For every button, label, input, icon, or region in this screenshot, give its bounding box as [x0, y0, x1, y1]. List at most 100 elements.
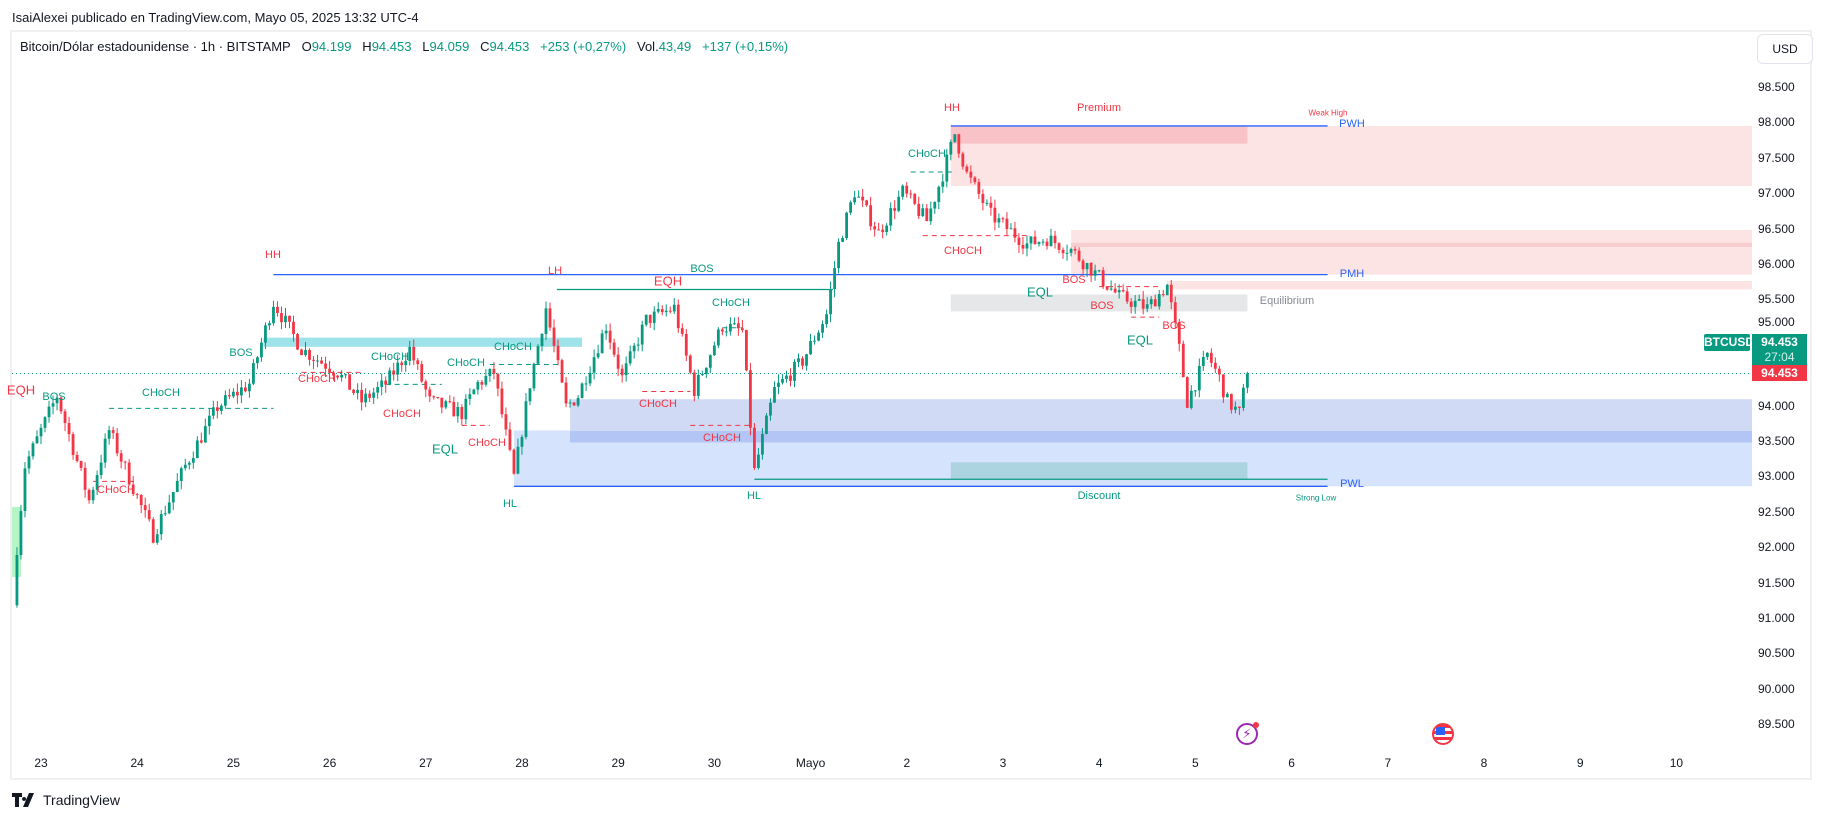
- candle-body: [1125, 291, 1129, 302]
- candle-body: [272, 306, 275, 324]
- time-tick-label: 27: [419, 756, 433, 770]
- candle-body: [248, 383, 251, 392]
- candle-body: [51, 403, 55, 407]
- candle-body: [1001, 218, 1005, 220]
- time-tick-label: 26: [322, 756, 337, 770]
- chart-annotation-eql: EQL: [1026, 284, 1054, 300]
- candle-body: [941, 181, 945, 187]
- symbol-title[interactable]: Bitcoin/Dólar estadounidense · 1h · BITS…: [20, 39, 291, 54]
- chart-annotation-pwh: PWH: [1339, 118, 1365, 130]
- low-label: L: [422, 39, 430, 54]
- candle-body: [264, 325, 267, 343]
- time-tick-label: 23: [34, 756, 48, 770]
- candle-body: [1145, 304, 1149, 309]
- candle-body: [660, 309, 664, 313]
- candle-body: [845, 212, 849, 239]
- candle-body: [925, 208, 929, 222]
- currency-button[interactable]: USD: [1757, 34, 1813, 64]
- candle-body: [392, 370, 396, 375]
- time-tick-label: 29: [611, 756, 625, 770]
- chart-annotation-pmh: PMH: [1339, 268, 1365, 280]
- candle-body: [720, 329, 724, 332]
- candle-body: [873, 226, 877, 230]
- time-tick-label: 24: [130, 756, 144, 770]
- tradingview-logo[interactable]: TradingView: [12, 792, 120, 808]
- bid-price-label: 94.453: [1752, 365, 1807, 381]
- lightning-event-icon[interactable]: ⚡: [1236, 722, 1259, 745]
- candle-body: [945, 154, 949, 182]
- candle-body: [464, 398, 468, 420]
- candle-body: [496, 373, 500, 389]
- price-tick-label: 94.000: [1758, 398, 1795, 413]
- candle-body: [175, 480, 179, 492]
- candle-body: [793, 361, 796, 381]
- low-value: 94.059: [429, 39, 470, 54]
- candle-body: [207, 415, 211, 427]
- candle-body: [440, 397, 444, 408]
- chart-annotation-bos: BOS: [42, 391, 66, 403]
- candle-body: [292, 321, 295, 335]
- chart-annotation-bos: BOS: [1162, 320, 1186, 332]
- candle-body: [837, 241, 840, 269]
- candle-body: [452, 401, 456, 417]
- candle-body: [123, 461, 127, 463]
- publisher-line: IsaiAlexei publicado en TradingView.com,…: [12, 10, 419, 25]
- candle-body: [712, 345, 716, 356]
- candle-body: [1169, 284, 1173, 303]
- candle-body: [163, 513, 167, 515]
- candle-body: [191, 458, 195, 463]
- price-tick-label: 95.500: [1758, 292, 1795, 307]
- candle-body: [817, 332, 820, 341]
- candle-body: [1225, 393, 1229, 398]
- candle-body: [444, 401, 448, 408]
- candle-body: [732, 323, 736, 325]
- candle-body: [1077, 250, 1081, 261]
- candle-body: [1129, 301, 1133, 307]
- candle-body: [500, 388, 504, 415]
- candle-body: [43, 417, 47, 428]
- chart-annotation-choch: CHoCH: [712, 297, 750, 309]
- price-tick-label: 90.500: [1758, 646, 1795, 661]
- chart-annotation-premium: Premium: [1076, 102, 1122, 114]
- candle-body: [404, 360, 408, 366]
- candle-body: [977, 182, 981, 194]
- candle-body: [973, 177, 977, 183]
- candle-body: [252, 363, 255, 384]
- candle-body: [131, 484, 135, 495]
- candle-body: [436, 396, 440, 398]
- high-label: H: [362, 39, 372, 54]
- candle-body: [1005, 218, 1009, 229]
- candle-body: [360, 389, 364, 403]
- candle-body: [1049, 235, 1053, 247]
- ohlc-legend: Bitcoin/Dólar estadounidense · 1h · BITS…: [20, 39, 788, 54]
- candle-body: [47, 406, 51, 418]
- candle-body: [933, 201, 937, 209]
- candle-body: [741, 328, 744, 331]
- candle-body: [917, 203, 921, 217]
- candle-body: [476, 381, 480, 390]
- candle-body: [448, 401, 452, 403]
- candle-body: [668, 310, 672, 312]
- price-tick-label: 91.500: [1758, 575, 1795, 590]
- candle-body: [460, 407, 464, 420]
- candle-body: [680, 328, 684, 334]
- candle-body: [841, 238, 844, 242]
- candle-body: [568, 402, 572, 404]
- time-tick-label: 5: [1192, 756, 1199, 770]
- time-tick-label: 2: [903, 756, 911, 770]
- candle-body: [921, 208, 925, 217]
- candle-body: [280, 313, 283, 323]
- candle-body: [829, 288, 832, 315]
- candle-body: [761, 434, 764, 455]
- candle-body: [628, 351, 632, 364]
- candle-body: [195, 440, 199, 459]
- candle-body: [1085, 262, 1089, 270]
- candle-body: [492, 368, 496, 374]
- candle-body: [187, 462, 191, 465]
- candle-body: [416, 360, 420, 365]
- candle-body: [424, 381, 428, 390]
- us-flag-event-icon[interactable]: [1432, 723, 1454, 745]
- chart-annotation-choch: CHoCH: [142, 387, 180, 399]
- candle-body: [420, 364, 424, 382]
